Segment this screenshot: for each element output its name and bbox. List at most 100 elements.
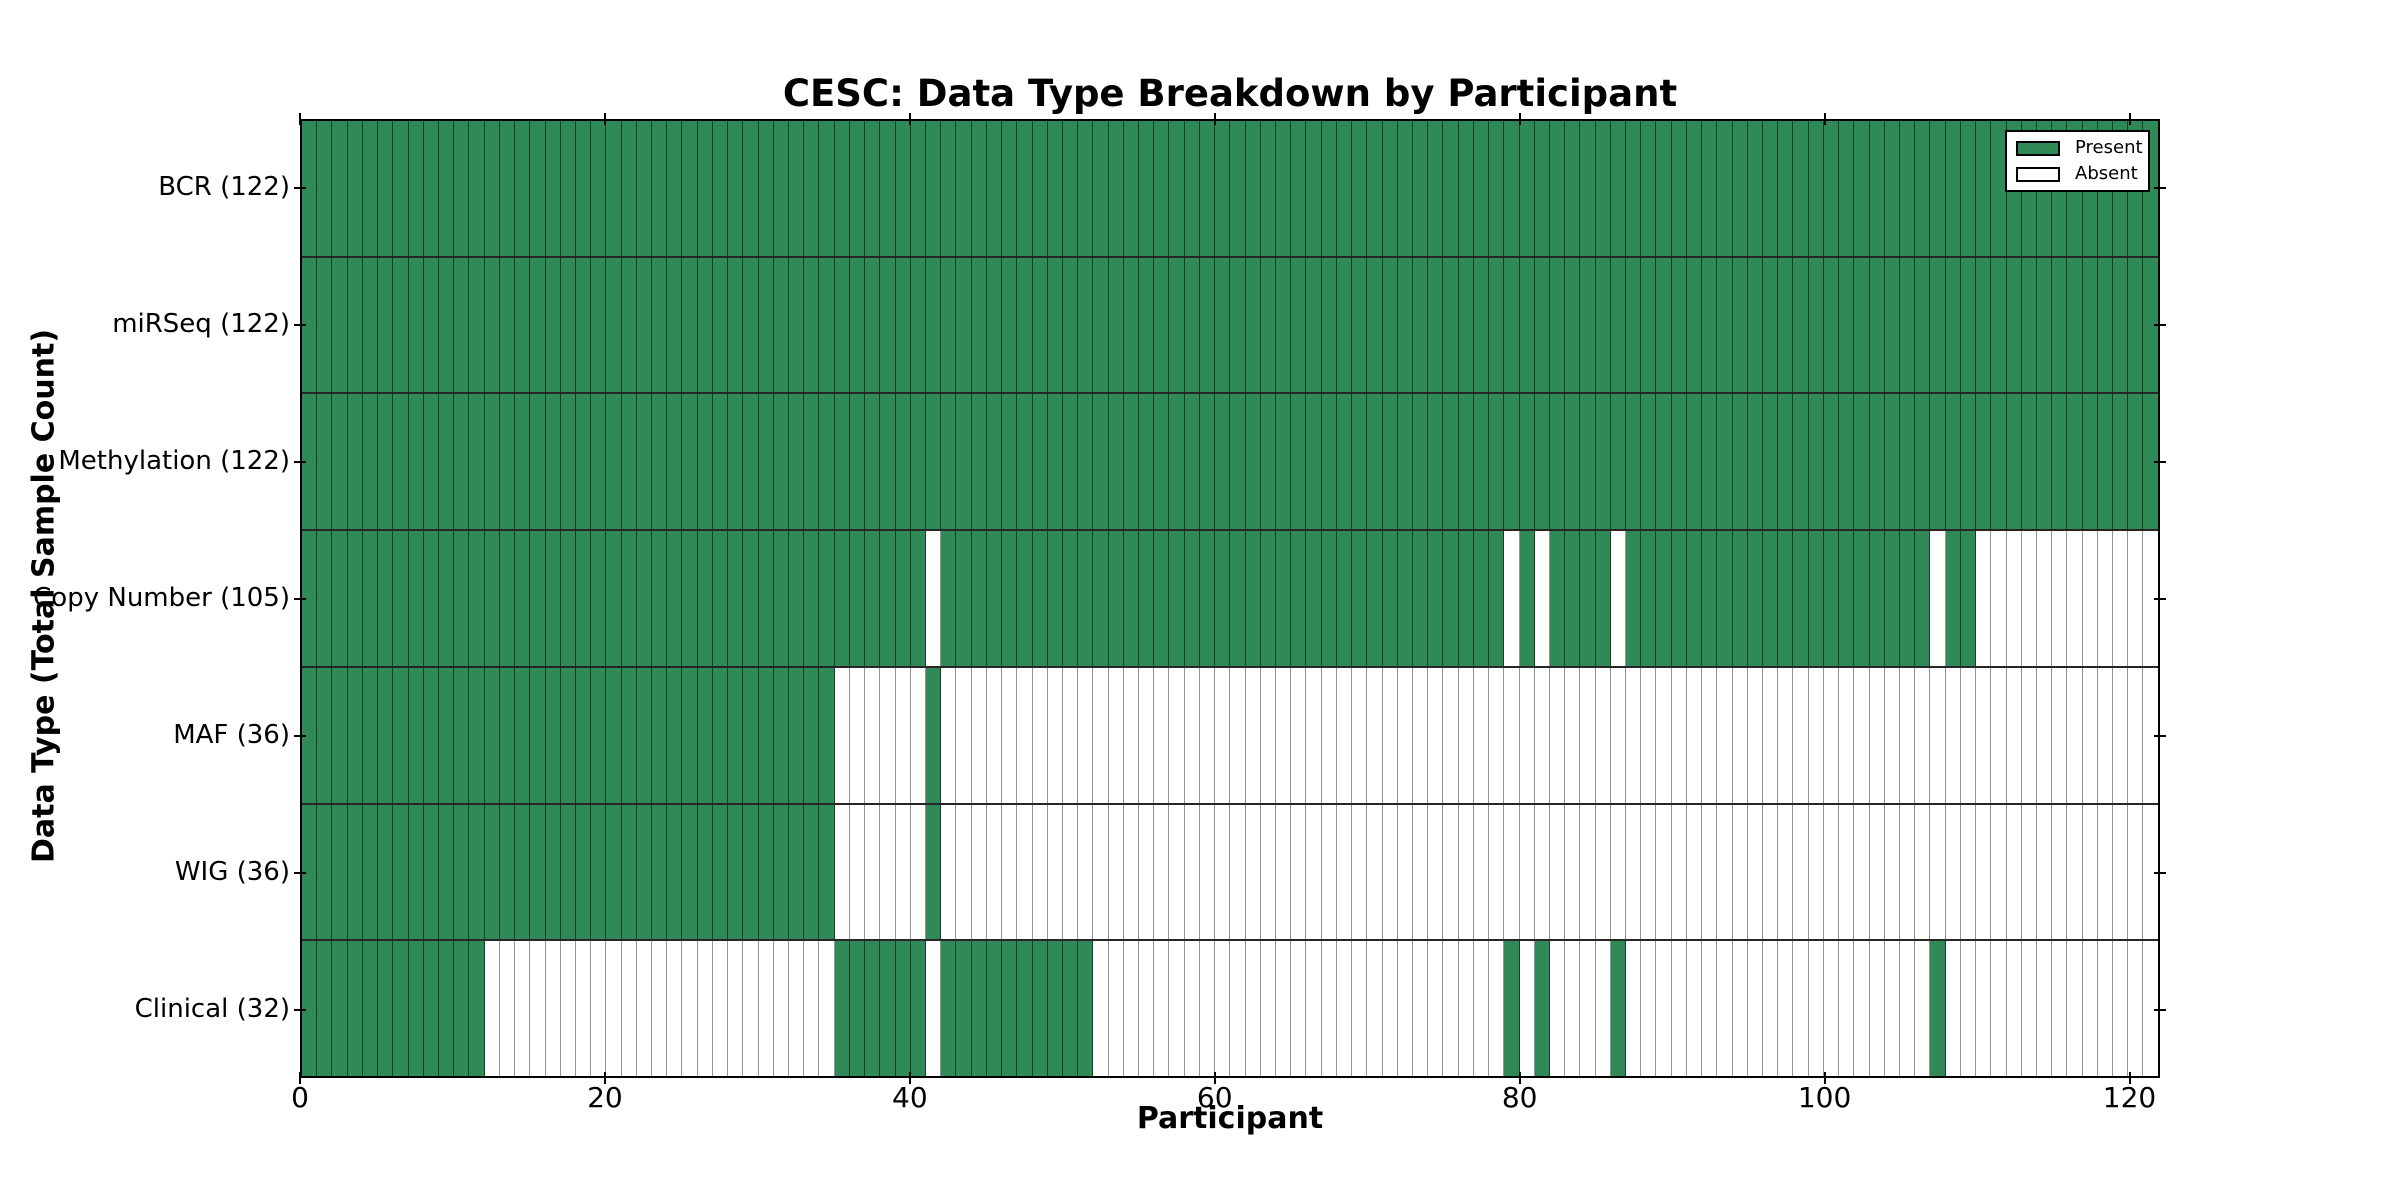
heatmap-cell [1260,941,1276,1077]
y-tick-mark [294,597,306,600]
heatmap-cell [1686,121,1703,256]
heatmap-cell [469,667,485,803]
heatmap-cell [712,667,729,803]
heatmap-cell [728,667,744,803]
heatmap-cell [1884,394,1900,530]
heatmap-cell [1702,257,1718,393]
heatmap-cell [971,531,987,666]
x-tick-mark [603,113,606,125]
heatmap-cell [1945,667,1961,803]
y-tick-label: miRSeq (122) [112,308,290,339]
heatmap-cell [1549,667,1566,803]
heatmap-cell [1717,667,1733,803]
heatmap-cell [2097,257,2114,393]
heatmap-cell [636,531,653,666]
y-tick-label: Copy Number (105) [33,582,290,613]
heatmap-cell [1352,121,1368,256]
heatmap-cell [1154,121,1170,256]
heatmap-cell [1763,121,1779,256]
heatmap-cell [1443,394,1459,530]
heatmap-cell [1382,941,1398,1077]
heatmap-cell [499,121,516,256]
heatmap-cell [438,257,455,393]
heatmap-cell [986,667,1003,803]
heatmap-cell [1199,121,1216,256]
heatmap-cell [2067,257,2083,393]
heatmap-cell [1930,394,1946,530]
heatmap-cell [1610,394,1627,530]
heatmap-cell [378,121,394,256]
heatmap-cell [621,667,637,803]
heatmap-cell [2113,941,2129,1077]
heatmap-cell [865,941,881,1077]
heatmap-cell [1184,121,1200,256]
heatmap-cell [1747,667,1763,803]
heatmap-cell [1139,394,1155,530]
heatmap-cell [1763,257,1779,393]
heatmap-cell [545,667,561,803]
heatmap-cell [1123,804,1140,940]
heatmap-cell [1991,804,2007,940]
heatmap-cell [1519,121,1535,256]
legend-label: Absent [2075,163,2138,184]
heatmap-cell [1778,667,1794,803]
heatmap-cell [1184,531,1200,666]
heatmap-cell [1717,257,1733,393]
heatmap-row-clinical [302,941,2158,1077]
heatmap-cell [332,394,348,530]
heatmap-cell [362,257,379,393]
heatmap-cell [804,121,820,256]
heatmap-cell [1428,121,1444,256]
heatmap-cell [682,394,698,530]
heatmap-cell [682,804,698,940]
heatmap-cell [1382,394,1398,530]
heatmap-cell [1473,121,1490,256]
heatmap-cell [1352,667,1368,803]
legend: Present Absent [2005,130,2150,192]
heatmap-cell [1549,941,1566,1077]
heatmap-cell [971,257,987,393]
heatmap-cell [1184,941,1200,1077]
heatmap-cell [408,121,424,256]
heatmap-cell [1473,257,1490,393]
heatmap-cell [941,257,957,393]
heatmap-cell [2128,531,2144,666]
heatmap-cell [1367,531,1383,666]
heatmap-cell [1154,804,1170,940]
heatmap-cell [408,257,424,393]
heatmap-cell [2036,257,2053,393]
heatmap-cell [606,941,622,1077]
heatmap-cell [1534,667,1550,803]
heatmap-cell [2082,667,2098,803]
heatmap-cell [1306,121,1322,256]
heatmap-cell [1702,394,1718,530]
heatmap-cell [1626,941,1642,1077]
heatmap-cell [2113,394,2129,530]
heatmap-cell [1382,121,1398,256]
heatmap-cell [1671,804,1687,940]
heatmap-cell [1641,531,1657,666]
heatmap-cell [1839,121,1855,256]
heatmap-cell [1915,804,1931,940]
heatmap-cell [789,804,805,940]
heatmap-cell [971,121,987,256]
heatmap-cell [1671,941,1687,1077]
heatmap-cell [302,531,318,666]
heatmap-cell [1458,531,1474,666]
y-tick-mark [2154,460,2166,463]
heatmap-cell [1017,667,1033,803]
heatmap-cell [591,121,607,256]
heatmap-cell [1869,804,1885,940]
heatmap-cell [378,257,394,393]
heatmap-cell [667,667,683,803]
heatmap-cell [2113,531,2129,666]
heatmap-cell [1260,394,1276,530]
heatmap-cell [712,257,729,393]
heatmap-cell [1519,667,1535,803]
heatmap-cell [2067,941,2083,1077]
heatmap-cell [1778,531,1794,666]
heatmap-cell [819,257,835,393]
heatmap-cell [1047,531,1063,666]
y-tick-label: MAF (36) [173,719,290,750]
heatmap-cell [591,804,607,940]
